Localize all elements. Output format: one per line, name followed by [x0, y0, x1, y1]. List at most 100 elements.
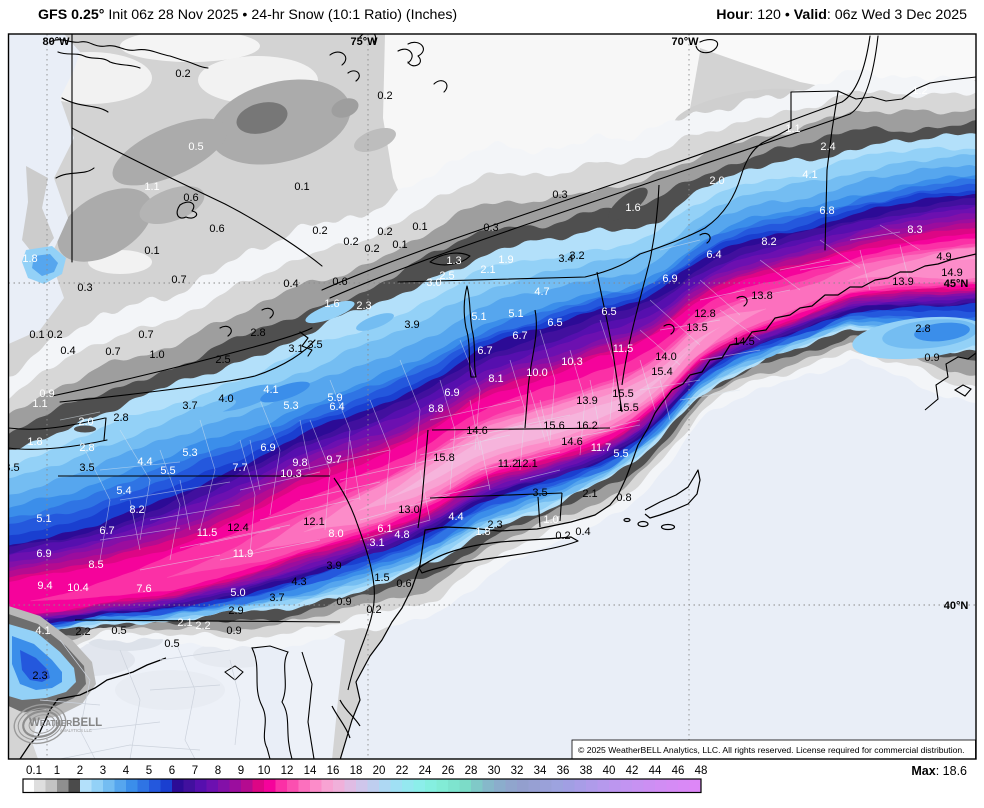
svg-text:0.9: 0.9 [336, 596, 351, 608]
svg-text:6.8: 6.8 [819, 205, 834, 217]
svg-text:8.2: 8.2 [761, 236, 776, 248]
svg-text:38: 38 [580, 765, 593, 777]
svg-text:28: 28 [465, 765, 478, 777]
svg-text:46: 46 [672, 765, 685, 777]
svg-text:0.6: 0.6 [209, 223, 224, 235]
svg-text:75°W: 75°W [350, 36, 378, 48]
svg-text:3.4: 3.4 [558, 253, 573, 265]
svg-text:10.0: 10.0 [526, 367, 547, 379]
svg-text:36: 36 [557, 765, 570, 777]
svg-text:0.6: 0.6 [183, 192, 198, 204]
svg-text:15.5: 15.5 [617, 402, 638, 414]
svg-text:3.2: 3.2 [569, 250, 584, 262]
svg-text:ANALYTICS LLC: ANALYTICS LLC [60, 728, 92, 733]
svg-text:9.7: 9.7 [326, 454, 341, 466]
svg-text:7.7: 7.7 [232, 462, 247, 474]
svg-text:0.2: 0.2 [175, 68, 190, 80]
svg-text:4: 4 [123, 765, 130, 777]
svg-text:4.8: 4.8 [394, 529, 409, 541]
svg-text:6.4: 6.4 [329, 401, 344, 413]
svg-text:2.1: 2.1 [177, 617, 192, 629]
svg-text:1.9: 1.9 [498, 254, 513, 266]
svg-text:4.3: 4.3 [291, 576, 306, 588]
svg-text:14.0: 14.0 [655, 351, 676, 363]
svg-text:0.4: 0.4 [283, 278, 298, 290]
svg-text:0.9: 0.9 [924, 352, 939, 364]
svg-text:5.9: 5.9 [327, 392, 342, 404]
svg-text:0.2: 0.2 [312, 225, 327, 237]
svg-text:3.5: 3.5 [79, 462, 94, 474]
svg-text:2.8: 2.8 [915, 323, 930, 335]
svg-text:10.3: 10.3 [561, 356, 582, 368]
svg-text:5.1: 5.1 [508, 308, 523, 320]
svg-text:0.6: 0.6 [332, 276, 347, 288]
svg-text:9.8: 9.8 [292, 457, 307, 469]
svg-text:14: 14 [304, 765, 317, 777]
svg-text:1.8: 1.8 [27, 436, 42, 448]
svg-text:7: 7 [192, 765, 198, 777]
svg-text:0.2: 0.2 [377, 226, 392, 238]
svg-text:5.5: 5.5 [613, 448, 628, 460]
svg-text:12.1: 12.1 [303, 516, 324, 528]
svg-text:32: 32 [511, 765, 524, 777]
svg-text:8.0: 8.0 [328, 528, 343, 540]
svg-text:5.0: 5.0 [230, 587, 245, 599]
svg-text:15.5: 15.5 [612, 388, 633, 400]
svg-text:5.3: 5.3 [182, 447, 197, 459]
svg-text:6.7: 6.7 [477, 345, 492, 357]
svg-text:0.7: 0.7 [138, 329, 153, 341]
svg-text:1.3: 1.3 [446, 255, 461, 267]
svg-text:2.8: 2.8 [113, 412, 128, 424]
svg-text:0.8: 0.8 [616, 492, 631, 504]
svg-text:3.9: 3.9 [326, 560, 341, 572]
svg-text:4.7: 4.7 [534, 286, 549, 298]
svg-text:8.2: 8.2 [129, 504, 144, 516]
svg-text:5.1: 5.1 [36, 513, 51, 525]
svg-text:3.7: 3.7 [182, 400, 197, 412]
svg-text:42: 42 [626, 765, 639, 777]
svg-text:0.3: 0.3 [77, 282, 92, 294]
svg-text:6.9: 6.9 [444, 387, 459, 399]
svg-text:0.1: 0.1 [412, 221, 427, 233]
svg-text:6.7: 6.7 [512, 330, 527, 342]
svg-text:2.5: 2.5 [215, 354, 230, 366]
svg-text:0.2: 0.2 [377, 90, 392, 102]
svg-text:1.0: 1.0 [149, 349, 164, 361]
svg-text:4.1: 4.1 [263, 384, 278, 396]
svg-text:5: 5 [146, 765, 152, 777]
svg-text:9: 9 [238, 765, 244, 777]
svg-text:12: 12 [281, 765, 294, 777]
svg-text:3.1: 3.1 [288, 343, 303, 355]
svg-text:34: 34 [534, 765, 547, 777]
svg-text:26: 26 [442, 765, 455, 777]
svg-text:2.2: 2.2 [75, 626, 90, 638]
svg-text:24: 24 [419, 765, 432, 777]
svg-text:2.0: 2.0 [709, 175, 724, 187]
svg-text:6.7: 6.7 [99, 525, 114, 537]
svg-text:16.2: 16.2 [576, 420, 597, 432]
svg-text:0.5: 0.5 [164, 638, 179, 650]
svg-text:2.1: 2.1 [480, 264, 495, 276]
svg-text:1.6: 1.6 [625, 202, 640, 214]
svg-text:3.5: 3.5 [532, 487, 547, 499]
svg-text:2.2: 2.2 [195, 620, 210, 632]
svg-text:0.3: 0.3 [552, 189, 567, 201]
svg-text:8: 8 [215, 765, 221, 777]
svg-text:1.8: 1.8 [22, 253, 37, 265]
svg-text:15.8: 15.8 [433, 452, 454, 464]
svg-text:6.9: 6.9 [36, 548, 51, 560]
svg-text:11.5: 11.5 [613, 343, 634, 355]
svg-text:0.2: 0.2 [366, 604, 381, 616]
svg-text:© 2025 WeatherBELL Analytics,: © 2025 WeatherBELL Analytics, LLC. All r… [578, 745, 965, 755]
svg-text:0.4: 0.4 [60, 345, 75, 357]
svg-text:6.4: 6.4 [706, 249, 721, 261]
svg-text:3: 3 [100, 765, 106, 777]
svg-text:22: 22 [396, 765, 409, 777]
svg-text:11.7: 11.7 [591, 442, 612, 454]
svg-text:20: 20 [373, 765, 386, 777]
svg-text:9.4: 9.4 [37, 580, 52, 592]
svg-text:70°W: 70°W [671, 36, 699, 48]
svg-text:1.0: 1.0 [543, 514, 558, 526]
svg-text:0.4: 0.4 [575, 526, 590, 538]
svg-text:3.5: 3.5 [4, 462, 19, 474]
